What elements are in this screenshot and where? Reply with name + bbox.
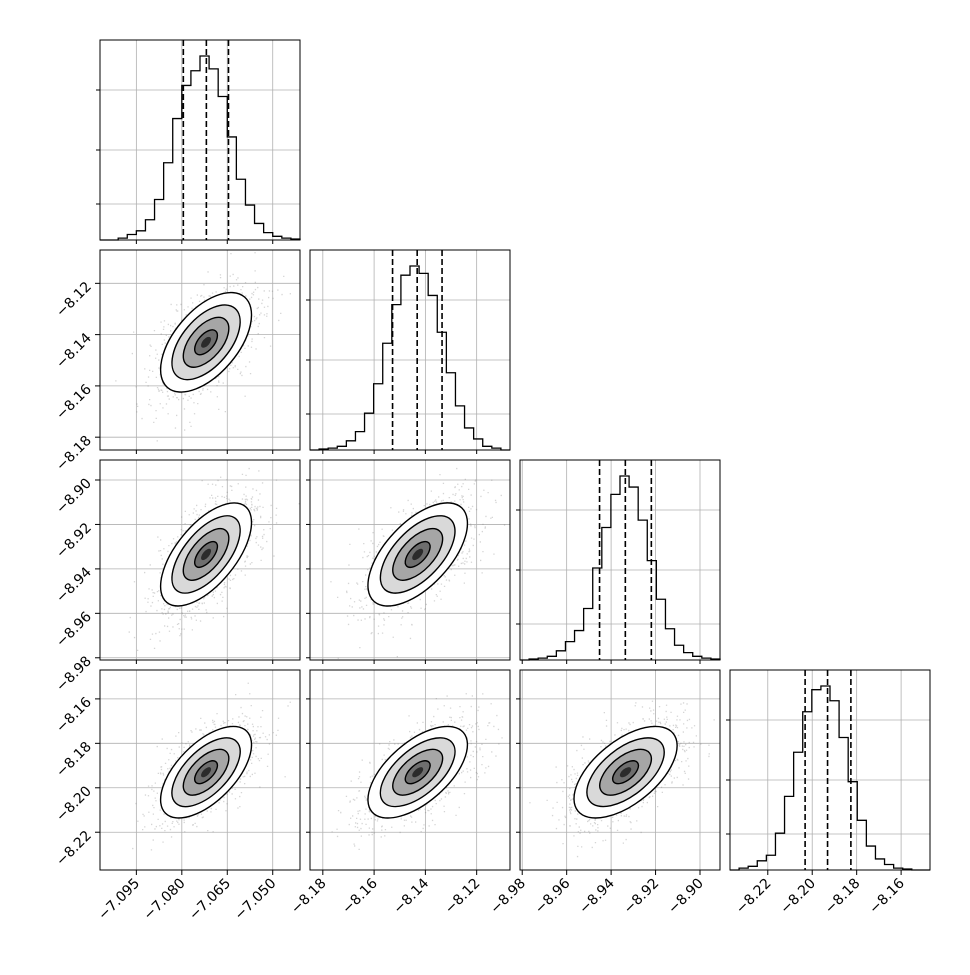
panel-content [100,250,300,450]
contour-line [182,748,230,796]
panel-content [100,460,300,660]
contour-line [573,725,678,819]
x-tick-label: −8.92 [621,876,663,918]
y-axis-3: −8.98−8.96−8.94−8.92−8.90 [53,476,100,695]
panel-content [520,670,720,870]
panel-frame [99,459,301,661]
histogram-steps [520,475,721,661]
contour-line [193,329,219,356]
x-tick-label: −8.90 [665,876,707,918]
y-tick-label: −8.12 [53,279,95,321]
y-tick-label: −8.22 [53,828,95,870]
panel-frame [99,39,301,241]
panel-frame [519,459,721,661]
contour-line [586,737,665,808]
density-band [201,767,212,778]
density-band [412,767,424,778]
y-tick-label: −8.18 [53,739,95,781]
histogram-panel-1 [96,39,301,241]
contour-line [379,737,456,808]
histogram-panel-3 [516,459,721,661]
contour-line [193,760,219,785]
x-tick-label: −7.050 [232,876,280,924]
y-tick-label: −8.98 [53,653,95,695]
contour-line [392,527,444,581]
x-tick-label: −8.16 [866,875,908,917]
x-tick-label: −7.095 [95,876,143,924]
contour-line [171,737,241,808]
contour-line [611,760,640,785]
histogram-steps [730,685,930,871]
x-tick-label: −8.18 [288,876,330,918]
scatter-panel-4-1 [99,669,301,871]
contour-line [182,527,230,581]
x-tick-label: −8.14 [391,875,433,917]
panel-content [100,670,300,870]
x-tick-label: −8.22 [733,876,775,918]
y-tick-label: −8.18 [53,433,95,475]
contour-line [193,540,219,569]
density-band [412,548,424,561]
histogram-steps [310,265,510,451]
contour-line [159,291,253,393]
x-tick-label: −7.080 [141,876,189,924]
x-tick-label: −8.20 [777,876,819,918]
panel-frame [309,669,511,871]
scatter-panel-4-2 [309,669,511,871]
contour-line [392,748,444,796]
y-tick-label: −8.94 [53,564,95,606]
y-tick-label: −8.96 [53,609,95,651]
density-band [201,336,212,348]
x-tick-label: −8.12 [442,876,484,918]
contour-line [599,748,653,796]
y-tick-label: −8.90 [53,476,95,518]
contour-line [182,316,230,368]
panel-frame [99,249,301,451]
x-tick-label: −8.98 [487,876,529,918]
contour-line [171,304,241,381]
scatter-panel-4-3 [519,669,721,871]
contour-line [367,502,469,607]
panel-frame [519,669,721,871]
contour-line [367,725,469,819]
x-axis-1: −7.095−7.080−7.065−7.050 [95,870,280,924]
panel-frame [309,459,511,661]
contour-line [159,502,253,607]
y-tick-label: −8.92 [53,520,95,562]
scatter-panel-2-1 [99,249,301,451]
x-axis-3: −8.98 −8.96 −8.94 −8.92 −8.90 [487,870,707,918]
contour-line [159,725,253,819]
panel-frame [309,249,511,451]
y-tick-label: −8.20 [53,783,95,825]
scatter-panel-3-1 [99,459,301,661]
histogram-panel-2 [306,249,511,451]
contour-line [171,515,241,594]
y-axis-4: −8.22−8.20−8.18−8.16 [53,694,100,869]
histogram-steps [100,55,301,241]
density-band [201,548,212,561]
x-tick-label: −8.16 [339,875,381,917]
x-tick-label: −8.94 [576,875,618,917]
panel-content [310,460,510,660]
x-axis-4: −8.22 −8.20 −8.18 −8.16 [733,870,908,917]
x-tick-label: −7.065 [186,876,234,924]
contour-line [404,540,431,569]
x-tick-label: −8.18 [822,876,864,918]
y-tick-label: −8.16 [53,381,95,423]
contour-line [379,515,456,594]
x-tick-label: −8.96 [532,875,574,917]
y-axis-2: −8.18 −8.16 −8.14 −8.12 [53,279,100,474]
panel-content [310,670,510,870]
panel-frame [99,669,301,871]
y-tick-label: −8.16 [53,694,95,736]
contour-line [404,760,431,785]
density-band [619,767,632,778]
scatter-panel-3-2 [309,459,511,661]
x-axis-2: −8.18 −8.16 −8.14 −8.12 [288,870,483,917]
y-tick-label: −8.14 [53,330,95,372]
histogram-panel-4 [726,669,931,871]
panel-frame [729,669,931,871]
